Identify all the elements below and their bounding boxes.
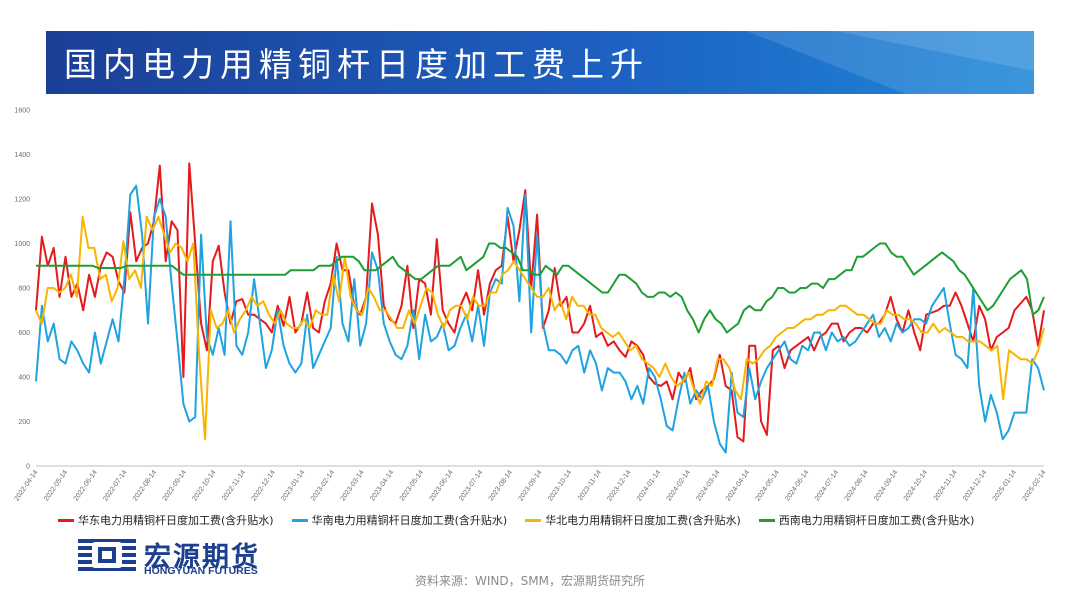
series-line-0 [35,162,1045,443]
y-tick-label: 1000 [14,241,30,248]
x-tick-label: 2023-05-14 [399,469,425,502]
legend-item-east: 华东电力用精铜杆日度加工费(含升贴水) [58,511,274,529]
series-line-1 [35,184,1045,454]
legend-label-east: 华东电力用精铜杆日度加工费(含升贴水) [78,514,274,527]
x-tick-label: 2024-01-14 [636,469,662,502]
company-logo: 宏源期货 HONGYUAN FUTURES [78,537,318,577]
x-tick-label: 2024-05-14 [755,469,781,502]
x-tick-label: 2023-04-14 [369,469,395,502]
page-title: 国内电力用精铜杆日度加工费上升 [64,45,649,84]
logo-text-en: HONGYUAN FUTURES [144,565,258,577]
x-tick-label: 2023-10-14 [547,469,573,502]
x-tick-label: 2025-01-14 [992,469,1018,502]
x-tick-label: 2022-11-14 [221,469,247,502]
x-tick-label: 2022-09-14 [162,469,188,502]
x-tick-label: 2023-07-14 [458,469,484,502]
y-tick-label: 1600 [14,108,30,115]
x-tick-label: 2023-09-14 [517,469,543,502]
x-tick-label: 2023-01-14 [280,469,306,502]
legend-swatch-south [291,518,308,522]
x-tick-label: 2023-08-14 [488,469,514,502]
x-tick-label: 2024-08-14 [843,469,869,502]
x-tick-label: 2024-03-14 [695,469,721,502]
x-tick-label: 2024-11-14 [933,469,959,502]
y-tick-label: 800 [18,286,30,293]
legend-label-southwest: 西南电力用精铜杆日度加工费(含升贴水) [778,514,975,527]
x-tick-label: 2023-02-14 [310,469,336,502]
x-tick-label: 2023-11-14 [577,469,603,502]
series-line-3 [36,242,1045,334]
x-tick-label: 2022-12-14 [251,469,277,502]
hongyuan-logo-icon [78,539,136,571]
y-tick-label: 0 [26,464,30,471]
legend-label-north: 华北电力用精铜杆日度加工费(含升贴水) [545,514,741,527]
legend-label-south: 华南电力用精铜杆日度加工费(含升贴水) [311,514,508,527]
legend-swatch-east [58,518,74,522]
y-tick-label: 600 [18,330,30,337]
x-tick-label: 2025-02-14 [1021,469,1047,502]
y-tick-label: 1200 [14,197,30,204]
series-line-2 [35,215,1045,441]
x-tick-label: 2022-05-14 [43,469,69,502]
data-source: 资料来源：WIND，SMM，宏源期货研究所 [415,574,645,588]
x-tick-label: 2022-10-14 [191,469,217,502]
x-tick-label: 2024-10-14 [903,469,929,502]
legend-swatch-southwest [758,518,775,522]
x-tick-label: 2023-06-14 [428,469,454,502]
chart-legend: 华东电力用精铜杆日度加工费(含升贴水) 华南电力用精铜杆日度加工费(含升贴水) … [58,511,1048,529]
x-tick-label: 2022-08-14 [132,469,158,502]
x-tick-label: 2022-07-14 [102,469,128,502]
x-tick-label: 2023-12-14 [606,469,632,502]
x-tick-label: 2024-04-14 [725,469,751,502]
chart-series [35,162,1045,454]
x-tick-label: 2023-03-14 [339,469,365,502]
x-tick-label: 2022-06-14 [73,469,99,502]
x-tick-label: 2024-07-14 [814,469,840,502]
x-tick-label: 2024-02-14 [666,469,692,502]
y-tick-label: 200 [18,419,30,426]
x-tick-label: 2022-04-14 [13,469,39,502]
y-tick-label: 1400 [14,152,30,159]
x-tick-label: 2024-06-14 [784,469,810,502]
legend-item-south: 华南电力用精铜杆日度加工费(含升贴水) [291,511,508,529]
x-tick-label: 2024-12-14 [962,469,988,502]
x-tick-label: 2024-09-14 [873,469,899,502]
y-tick-label: 400 [18,375,30,382]
logo-text-cn: 宏源期货 [144,542,260,573]
title-banner [46,31,1034,94]
legend-item-north: 华北电力用精铜杆日度加工费(含升贴水) [525,511,741,529]
legend-item-southwest: 西南电力用精铜杆日度加工费(含升贴水) [758,511,975,529]
legend-swatch-north [525,518,542,522]
